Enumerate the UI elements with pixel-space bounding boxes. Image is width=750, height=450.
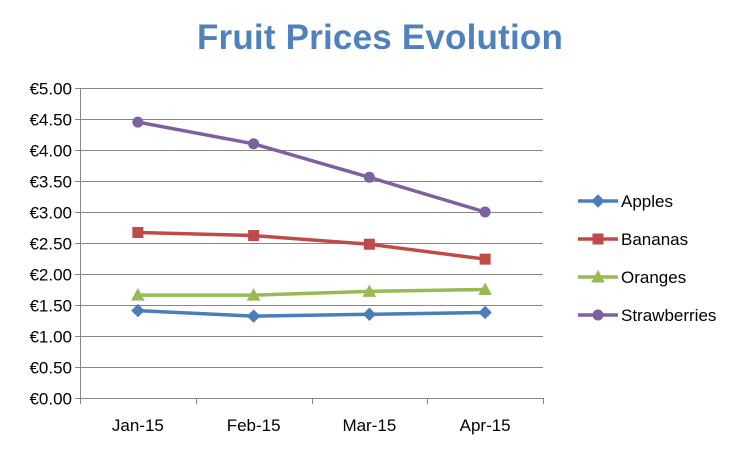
y-tick-label: €0.00 — [29, 390, 72, 409]
data-point — [246, 288, 261, 301]
data-point — [246, 309, 261, 323]
y-tick-label: €4.50 — [29, 111, 72, 130]
data-point — [479, 253, 491, 265]
gridlines — [80, 88, 543, 368]
series-bananas — [132, 226, 491, 265]
legend-swatch-marker — [591, 194, 605, 208]
legend-label: Bananas — [621, 230, 688, 249]
chart-title: Fruit Prices Evolution — [196, 18, 564, 57]
legend-swatch-marker — [591, 269, 605, 283]
y-tick-label: €1.00 — [29, 328, 72, 347]
series-lines — [131, 116, 492, 323]
legend: Apples Bananas Oranges Strawberries — [578, 192, 716, 325]
data-point — [363, 238, 375, 250]
axes: €0.00 €0.50 €1.00 €1.50 €2.00 €2.50 €3.00 €3.50… — [29, 80, 544, 435]
legend-item: Oranges — [578, 268, 686, 287]
y-tick-label: €3.50 — [29, 173, 72, 192]
data-point — [131, 303, 145, 318]
legend-swatch-marker — [592, 233, 604, 245]
data-point — [362, 284, 377, 297]
legend-item: Bananas — [578, 230, 688, 249]
x-tick-label: Apr-15 — [460, 416, 511, 435]
series-line — [136, 120, 487, 214]
data-point — [248, 230, 260, 242]
series-line — [136, 308, 487, 318]
legend-label: Oranges — [621, 268, 686, 287]
data-point — [478, 305, 492, 320]
data-point — [363, 171, 375, 183]
legend-label: Strawberries — [621, 306, 716, 325]
legend-item: Strawberries — [578, 306, 716, 325]
legend-label: Apples — [621, 192, 673, 211]
data-point — [478, 282, 492, 295]
y-tick-label: €3.00 — [29, 204, 72, 223]
legend-item: Apples — [578, 192, 673, 211]
y-tick-label: €2.50 — [29, 235, 72, 254]
series-line — [136, 287, 487, 297]
series-strawberries — [132, 116, 491, 218]
data-point — [131, 288, 145, 301]
y-tick-label: €2.00 — [29, 266, 72, 285]
x-tick-label: Mar-15 — [342, 416, 396, 435]
y-tick-label: €1.50 — [29, 297, 72, 316]
data-point — [479, 206, 491, 218]
legend-swatch-marker — [592, 309, 604, 321]
series-apples — [131, 303, 492, 323]
series-oranges — [131, 282, 492, 301]
y-tick-label: €0.50 — [29, 359, 72, 378]
x-tick-label: Feb-15 — [227, 416, 281, 435]
data-point — [132, 226, 144, 238]
series-line — [136, 230, 487, 261]
data-point — [248, 138, 260, 150]
data-point — [132, 116, 144, 128]
y-tick-label: €5.00 — [29, 80, 72, 99]
x-tick-label: Jan-15 — [112, 416, 164, 435]
y-tick-label: €4.00 — [29, 142, 72, 161]
data-point — [362, 307, 377, 322]
